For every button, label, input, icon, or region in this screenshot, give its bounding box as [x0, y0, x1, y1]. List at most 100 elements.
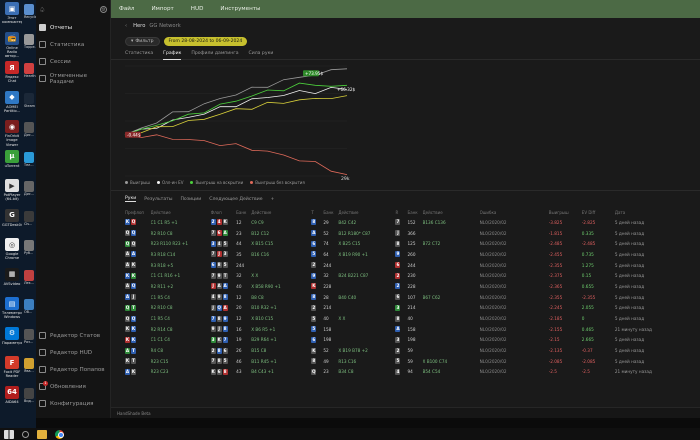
date-range-chip[interactable]: From 28-08-2024 to 06-09-2024 [163, 36, 248, 46]
report-tab[interactable]: Профили дампинга [191, 51, 239, 56]
table-row[interactable]: A K R23 C23 K 6 8 43 B4 C43 +1 Q 23 B34 C8 4 94 B54 C… [125, 367, 690, 378]
desktop-shortcut[interactable]: Руб... [24, 240, 36, 255]
desktop-shortcut[interactable]: Steam [24, 92, 36, 108]
sidebar-item[interactable]: Сессии [36, 53, 110, 70]
desktop-shortcut[interactable]: Вид... [24, 387, 36, 403]
desktop-shortcut[interactable]: ⚙ Параметры [2, 326, 22, 345]
table-row[interactable]: A K R3 R18 +5 6 8 5 244 2 244 6 244 NL0/2020/02 -2.3… [125, 260, 690, 271]
menu-item[interactable]: Файл [119, 6, 135, 12]
desktop-shortcut[interactable]: Дис... [24, 181, 36, 196]
table-row[interactable]: K T R23 C15 7 8 5 46 B11 R45 +1 8 49 R13 C16 5 59 X B… [125, 356, 690, 367]
menu-item[interactable]: HUD [190, 6, 204, 12]
column-header[interactable]: EV Diff [581, 210, 596, 215]
desktop-shortcut[interactable]: Дис... [24, 122, 36, 137]
sidebar-item[interactable]: Статистика [36, 36, 110, 53]
table-row[interactable]: K Q C1 C1 R5 +1 2 4 K 12 C9 C9 8 29 B42 C42 7 152 B13… [125, 217, 690, 228]
desktop-shortcut[interactable]: Тел... [24, 151, 36, 167]
desktop-shortcut[interactable]: ▤Телеметрия Windows [2, 297, 22, 320]
table-row[interactable]: K K R2 R14 C8 9 J 8 16 X B6 R5 +1 5 158 A 158 NL0/20… [125, 324, 690, 335]
report-tab[interactable]: Статистика [125, 51, 154, 56]
sidebar-tool-item[interactable]: Редактор Попапов [36, 361, 111, 378]
gear-icon[interactable]: ⚙ [100, 6, 107, 13]
table-row[interactable]: A T R4 C8 2 8 6 26 B15 C8 K 52 X B19 B78 +2 2 59 NL0/… [125, 345, 690, 356]
column-header[interactable]: Префлоп [125, 210, 145, 215]
desktop-shortcut[interactable]: ◆ AOMEI Partitio... [2, 90, 22, 114]
hands-tab[interactable]: Позиции [180, 196, 202, 202]
column-header[interactable]: Действие [422, 210, 443, 215]
desktop-shortcut[interactable]: µ uTorrent [2, 149, 22, 168]
filter-button[interactable]: ▾ Фильтр [125, 36, 160, 46]
sidebar-item-label: Редактор HUD [50, 349, 93, 356]
menu-item[interactable]: Инструменты [220, 6, 261, 12]
playing-card: 4 [210, 294, 216, 301]
desktop-shortcut[interactable]: 📻 Online Radio автор... [2, 31, 22, 59]
report-tab[interactable]: Сила руки [248, 51, 274, 56]
desktop-shortcut[interactable]: ▶ PotPlayer (64-bit) [2, 179, 22, 202]
desktop-shortcut[interactable]: Ява... [24, 358, 36, 373]
column-header[interactable]: Действие [251, 210, 272, 215]
legend-item[interactable]: Выигрыш без вскрытия [250, 180, 305, 185]
table-row[interactable]: K K C1 C1 R16 +1 7 9 T 32 X X 9 32 B24 B221 C87 2 23… [125, 270, 690, 281]
desktop-shortcut[interactable]: Торре... [24, 33, 36, 49]
chrome-icon[interactable] [55, 429, 64, 439]
sidebar-tool-item[interactable]: Редактор HUD [36, 344, 111, 361]
hands-tab[interactable]: Следующее Действие [209, 196, 263, 202]
desktop-shortcut[interactable]: Cis... [24, 210, 36, 226]
desktop-shortcut[interactable]: ◎ Google Chrome [2, 238, 22, 261]
table-row[interactable]: A J C1 R5 C4 4 9 8 12 B8 C8 8 28 B40 C40 6 107 B67 C6… [125, 292, 690, 303]
column-header[interactable]: R [395, 210, 399, 215]
report-tab[interactable]: График [163, 48, 182, 60]
hands-tab[interactable]: Результаты [144, 196, 173, 202]
sidebar-tool-item[interactable]: Конфигурация [36, 395, 111, 412]
legend-item[interactable]: Олл-ин EV [156, 180, 183, 185]
desktop-shortcut[interactable]: Лек... [24, 269, 36, 285]
desktop-shortcut[interactable]: Раз... [24, 328, 36, 344]
table-row[interactable]: A A R3 R18 C14 7 J 3 35 B16 C16 5 64 X B19 R90 +1 9… [125, 249, 690, 260]
column-header[interactable]: Дата [614, 210, 626, 215]
desktop-shortcut[interactable]: G GGTDesk04 [2, 208, 22, 227]
legend-item[interactable]: Выигрыш на вскрытии [190, 180, 243, 185]
table-row[interactable]: Q Q R2 R10 C8 7 6 A 23 B12 C12 A 52 B12 R180* C87 J… [125, 228, 690, 239]
flop-action: B15 C8 [251, 348, 267, 354]
desktop-shortcut[interactable]: ◉ FinOrbit Image Viewer [2, 120, 22, 147]
legend-item[interactable]: Выигрыш [125, 180, 150, 185]
desktop-shortcut[interactable]: ▦ AVSvideo [2, 267, 22, 286]
desktop-shortcut[interactable]: Recycle [24, 4, 36, 19]
column-header[interactable]: Действие [150, 210, 171, 215]
sidebar-tool-item[interactable]: Обновления 1 [36, 378, 111, 395]
column-header[interactable]: Ошибка [479, 210, 497, 215]
table-row[interactable]: A Q R2 R11 +2 J A A 40 X B58 R90 +1 K 228 2 228 NL0/… [125, 281, 690, 292]
ev-diff: 0 [581, 316, 585, 322]
windows-start-icon[interactable] [4, 429, 14, 439]
column-header[interactable]: Выигрыш [548, 210, 569, 215]
playing-card: K [125, 272, 130, 279]
add-tab-button[interactable]: + [270, 196, 275, 202]
sidebar-tool-item[interactable]: Редактор Статов [36, 327, 111, 344]
column-header[interactable]: Флоп [210, 210, 222, 215]
search-icon[interactable] [22, 430, 29, 438]
column-header[interactable]: Действие [338, 210, 359, 215]
hands-tab[interactable]: Руки [125, 196, 137, 202]
table-row[interactable]: Q Q R23 R110 R23 +1 3 4 5 44 X B15 C15 6 74 X B25 … [125, 238, 690, 249]
column-header[interactable]: Банк [236, 210, 247, 215]
column-header[interactable]: T [311, 210, 314, 215]
ev-diff: 0.465 [581, 326, 594, 332]
table-row[interactable]: Q T R2 R10 C8 J Q A 20 B10 R32 +1 2 214 3 214 NL0/20… [125, 303, 690, 314]
desktop-shortcut[interactable]: F Foxit PDF Reader [2, 356, 22, 379]
desktop-shortcut[interactable]: 64 AIDA64 [2, 385, 22, 404]
menu-item[interactable]: Импорт [151, 6, 174, 12]
desktop-shortcut[interactable]: HearthSt... [24, 63, 36, 78]
folder-icon[interactable] [37, 429, 47, 439]
column-header[interactable]: Банк [323, 210, 334, 215]
playing-card: K [131, 272, 136, 279]
desktop-shortcut[interactable]: ОВ... [24, 299, 36, 314]
column-header[interactable]: Банк [407, 210, 418, 215]
sidebar-item[interactable]: Отчеты [36, 19, 110, 36]
table-row[interactable]: K K C1 C1 C4 3 K 7 19 B29 R64 +1 6 198 3 198 NL0/202… [125, 335, 690, 346]
sidebar-item[interactable]: Отмеченные Раздачи [36, 70, 110, 87]
table-row[interactable]: Q Q C1 R5 C4 7 8 9 12 X B10 C15 5 40 X X 8 40 NL0/202… [125, 313, 690, 324]
back-icon[interactable]: ‹ [125, 23, 128, 29]
desktop-shortcut[interactable]: ▣ Этот компьютер [2, 2, 22, 25]
desktop-shortcut[interactable]: Я Яндекс Chat [2, 61, 22, 84]
